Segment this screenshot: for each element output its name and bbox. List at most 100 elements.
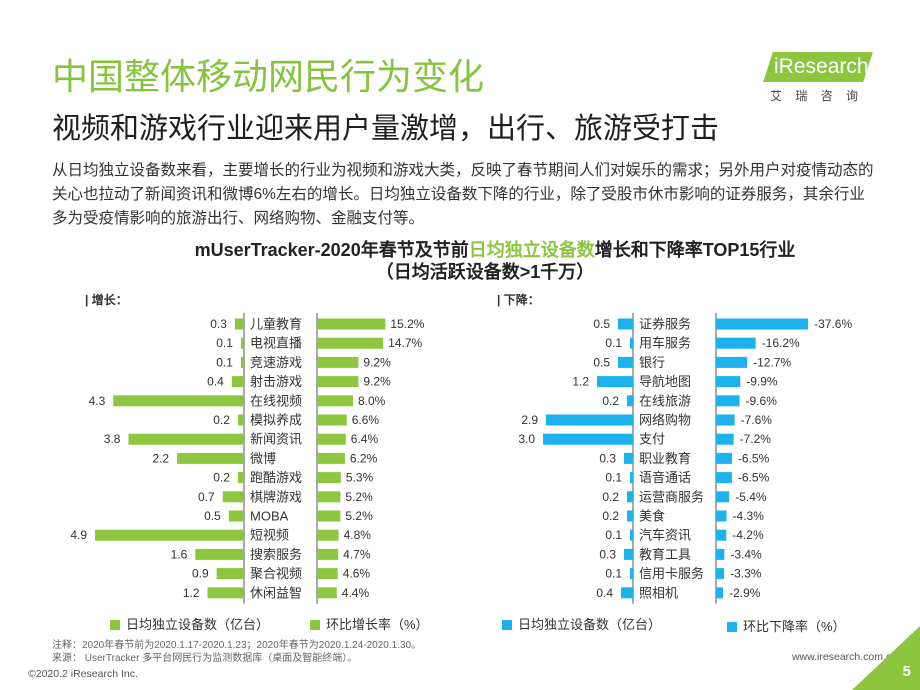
device-bar [621,587,633,599]
category-label: 支付 [639,432,665,447]
device-bar [216,568,244,580]
category-label: 儿童教育 [250,317,302,332]
iresearch-logo: iResearch [760,52,878,82]
legend-swatch [727,622,737,632]
device-value-label: 0.5 [593,317,610,331]
category-label: 汽车资讯 [639,528,691,543]
legend-item-growth-rate: 环比增长率（%） [310,617,429,633]
legend-label: 环比下降率（%） [743,619,846,634]
legend-item-growth-devices: 日均独立设备数（亿台） [110,617,269,633]
device-bar [624,452,633,464]
legend-label: 环比增长率（%） [326,617,429,632]
copyright: ©2020.2 iResearch Inc. [28,668,138,680]
device-bar [630,568,633,580]
device-bar [237,414,244,426]
device-value-label: 0.9 [192,567,209,581]
device-value-label: 0.3 [599,547,616,561]
category-label: 模拟养成 [250,413,302,428]
device-value-label: 0.2 [213,471,230,485]
device-value-label: 3.0 [518,432,535,446]
device-bar [228,510,244,522]
device-value-label: 0.1 [216,355,233,369]
rate-value-label: 15.2% [390,317,424,331]
rate-value-label: 4.4% [342,586,370,600]
rate-value-label: -3.3% [730,567,762,581]
summary-paragraph: 从日均独立设备数来看，主要增长的行业为视频和游戏大类，反映了春节期间人们对娱乐的… [52,159,874,231]
chart-title: mUserTracker-2020年春节及节前日均独立设备数增长和下降率TOP1… [150,239,840,261]
device-value-label: 0.1 [605,336,622,350]
rate-value-label: 6.4% [351,432,379,446]
rate-bar [317,318,386,330]
category-label: 信用卡服务 [639,566,704,581]
category-label: 搜索服务 [250,547,302,562]
rate-value-label: 4.8% [344,528,372,542]
rate-bar [716,337,756,349]
category-label: 语音通话 [639,470,691,485]
category-label: 照相机 [639,585,678,600]
rate-value-label: 4.7% [343,547,371,561]
rate-bar [716,491,730,503]
category-label: 职业教育 [639,451,691,466]
device-bar [207,587,244,599]
device-value-label: 0.1 [605,528,622,542]
rate-value-label: -5.4% [735,490,767,504]
decline-chart: 0.5 证券服务 -37.6% 0.1 用车服务 -16.2% 0.5 银行 -12.7% 1.2… [518,313,852,604]
device-value-label: 0.5 [593,355,610,369]
logo-wordmark: iResearch [774,55,869,78]
device-value-label: 0.4 [207,375,224,389]
legend-label: 日均独立设备数（亿台） [126,617,270,632]
category-label: 新闻资讯 [250,432,302,447]
device-bar [113,395,244,407]
summary-line: 多为受疫情影响的旅游出行、网络购物、金融支付等。 [52,210,425,227]
rate-bar [317,414,347,426]
category-label: 短视频 [250,528,289,543]
device-bar [234,318,244,330]
device-bar [195,548,244,560]
rate-bar [317,568,338,580]
rate-bar [317,587,337,599]
category-label: 棋牌游戏 [250,489,302,504]
rate-value-label: 9.2% [363,355,391,369]
summary-line: 从日均独立设备数来看，主要增长的行业为视频和游戏大类，反映了春节期间人们对娱乐的… [52,162,874,179]
device-bar [618,318,633,330]
rate-bar [317,529,339,541]
category-label: 导航地图 [639,374,691,389]
device-value-label: 1.6 [171,547,188,561]
category-label: 银行 [639,355,665,370]
device-bar [630,529,633,541]
device-bar [95,529,244,541]
device-value-label: 2.2 [152,451,169,465]
category-label: 休闲益智 [250,585,302,600]
rate-value-label: -6.5% [738,451,770,465]
device-value-label: 4.9 [70,528,87,542]
rate-value-label: -7.6% [741,413,773,427]
device-value-label: 0.2 [213,413,230,427]
rate-bar [317,356,359,368]
device-bar [597,376,633,388]
device-value-label: 0.5 [204,509,221,523]
rate-value-label: 4.6% [343,567,371,581]
rate-bar [317,452,345,464]
rate-value-label: -9.9% [746,375,778,389]
decline-panel-label: | 下降： [497,293,540,307]
chart-subtitle: （日均活跃设备数>1千万） [375,262,595,282]
legend-swatch [110,620,120,630]
page-title: 中国整体移动网民行为变化 [52,56,485,97]
device-value-label: 0.1 [605,471,622,485]
category-label: 电视直播 [250,336,302,351]
rate-bar [317,548,339,560]
rate-bar [716,548,725,560]
growth-panel-label: | 增长： [85,293,128,307]
rate-bar [317,472,341,484]
category-label: 竞速游戏 [250,355,302,370]
device-bar [177,452,244,464]
category-label: 跑酷游戏 [250,470,302,485]
device-value-label: 4.3 [89,394,106,408]
category-label: 聚合视频 [250,566,302,581]
device-bar [240,356,244,368]
category-label: 证券服务 [639,317,691,332]
rate-bar [716,452,732,464]
device-bar [627,491,633,503]
rate-bar [716,529,727,541]
